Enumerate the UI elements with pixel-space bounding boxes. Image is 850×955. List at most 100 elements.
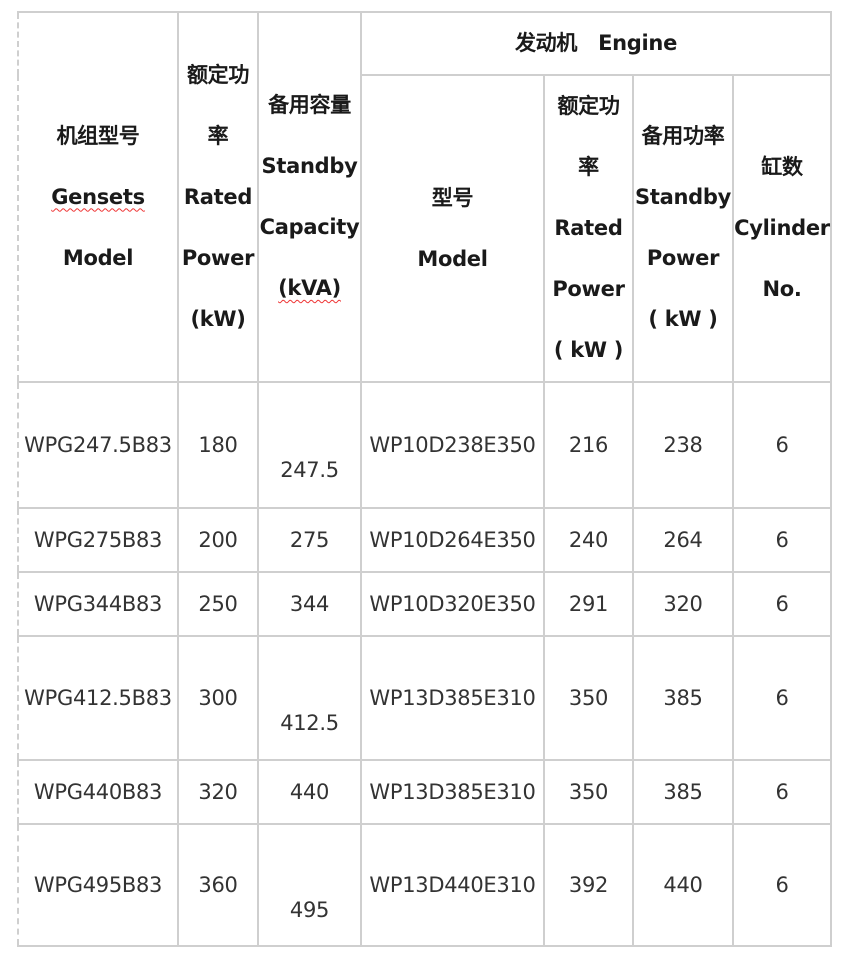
header-text: 型号 — [431, 185, 474, 210]
cell-text: WP13D385E310 — [369, 780, 536, 804]
header-text: Power — [552, 277, 625, 301]
cell-text: 6 — [775, 433, 789, 457]
table-row: WPG495B83 360 495 WP13D440E310 392 440 6 — [17, 823, 832, 947]
cell-text: 300 — [198, 686, 238, 710]
cell-eng-standby: 264 — [632, 507, 734, 573]
cell-engine: WP10D238E350 — [360, 381, 545, 509]
cell-cyl: 6 — [732, 823, 832, 947]
cell-text: 344 — [289, 592, 330, 616]
cell-standby-kva: 275 — [257, 507, 362, 573]
cell-standby-kva: 495 — [257, 823, 362, 947]
header-text: 额定功 — [557, 94, 620, 118]
cell-text: WPG495B83 — [33, 873, 163, 897]
header-cylinders: 缸数 Cylinder No. — [732, 74, 832, 383]
cell-cyl: 6 — [732, 759, 832, 825]
header-engine-rated-power: 额定功 率 Rated Power ( kW ) — [543, 74, 634, 383]
cell-text: 6 — [775, 686, 789, 710]
cell-text: 180 — [198, 433, 238, 457]
cell-text: 216 — [568, 433, 609, 457]
cell-text: 6 — [775, 592, 789, 616]
header-text: Power — [646, 246, 720, 270]
header-text: Cylinder — [734, 216, 830, 240]
cell-text: 440 — [663, 873, 703, 897]
cell-standby-kva: 247.5 — [257, 381, 362, 509]
cell-eng-standby: 385 — [632, 759, 734, 825]
cell-text: WPG412.5B83 — [24, 686, 172, 710]
cell-rated: 320 — [177, 759, 259, 825]
table-row: WPG412.5B83 300 412.5 WP13D385E310 350 385 6 — [17, 635, 832, 761]
header-engine-group: 发动机 Engine — [360, 11, 832, 76]
genset-spec-table: 机组型号 Gensets Model 额定功 率 Rated Power (kW… — [17, 11, 832, 947]
header-text: Rated — [554, 216, 623, 240]
cell-genset: WPG344B83 — [17, 571, 179, 637]
cell-text: 495 — [289, 898, 330, 922]
cell-text: WP13D440E310 — [369, 873, 536, 897]
header-text: ( kW ) — [648, 307, 718, 331]
header-text: 缸数 — [761, 155, 803, 179]
cell-engine: WP13D385E310 — [360, 635, 545, 761]
header-text: Standby — [261, 154, 358, 178]
header-engine-standby-power: 备用功率 Standby Power ( kW ) — [632, 74, 734, 383]
header-text: Gensets — [51, 184, 145, 209]
header-genset-model: 机组型号 Gensets Model — [17, 11, 179, 383]
cell-text: WPG440B83 — [33, 780, 163, 804]
cell-text: 291 — [568, 592, 609, 616]
header-text: (kVA) — [278, 276, 341, 300]
header-text: 备用功率 — [641, 124, 725, 148]
header-standby-capacity: 备用容量 Standby Capacity (kVA) — [257, 11, 362, 383]
cell-eng-rated: 350 — [543, 635, 634, 761]
cell-text: 350 — [568, 780, 609, 804]
header-text: (kW) — [190, 306, 246, 331]
cell-genset: WPG247.5B83 — [17, 381, 179, 509]
header-text: 备用容量 — [268, 93, 351, 117]
cell-text: 6 — [775, 780, 789, 804]
cell-text: WPG275B83 — [33, 528, 163, 552]
header-text: Model — [62, 245, 134, 270]
cell-text: 360 — [198, 873, 238, 897]
cell-rated: 300 — [177, 635, 259, 761]
header-engine-model: 型号 Model — [360, 74, 545, 383]
cell-text: 350 — [568, 686, 609, 710]
cell-eng-rated: 240 — [543, 507, 634, 573]
cell-text: 247.5 — [280, 458, 339, 482]
cell-eng-rated: 392 — [543, 823, 634, 947]
cell-engine: WP13D440E310 — [360, 823, 545, 947]
cell-text: 6 — [775, 528, 789, 552]
cell-text: 240 — [568, 528, 609, 552]
header-text: Capacity — [259, 215, 360, 239]
cell-text: 392 — [568, 873, 609, 897]
cell-text: 6 — [775, 873, 789, 897]
header-text: Model — [417, 246, 488, 271]
header-rated-power: 额定功 率 Rated Power (kW) — [177, 11, 259, 383]
cell-engine: WP10D320E350 — [360, 571, 545, 637]
cell-text: WP10D238E350 — [369, 433, 536, 457]
header-text: 率 — [207, 123, 229, 148]
header-text: ( kW ) — [553, 338, 624, 362]
header-text: 额定功 — [186, 62, 250, 87]
cell-genset: WPG275B83 — [17, 507, 179, 573]
header-text: Power — [181, 245, 255, 270]
header-text: Rated — [183, 184, 253, 209]
cell-rated: 250 — [177, 571, 259, 637]
cell-text: 385 — [663, 780, 703, 804]
cell-text: 320 — [663, 592, 703, 616]
cell-text: WP10D320E350 — [369, 592, 536, 616]
cell-eng-standby: 238 — [632, 381, 734, 509]
cell-cyl: 6 — [732, 507, 832, 573]
cell-eng-rated: 291 — [543, 571, 634, 637]
header-text: Standby — [635, 185, 731, 209]
cell-cyl: 6 — [732, 635, 832, 761]
table-row: WPG440B83 320 440 WP13D385E310 350 385 6 — [17, 759, 832, 825]
cell-eng-standby: 320 — [632, 571, 734, 637]
cell-text: 385 — [663, 686, 703, 710]
cell-engine: WP10D264E350 — [360, 507, 545, 573]
header-text: 率 — [578, 155, 599, 179]
cell-standby-kva: 344 — [257, 571, 362, 637]
cell-rated: 180 — [177, 381, 259, 509]
cell-eng-rated: 350 — [543, 759, 634, 825]
cell-rated: 360 — [177, 823, 259, 947]
cell-standby-kva: 412.5 — [257, 635, 362, 761]
cell-text: WP13D385E310 — [369, 686, 536, 710]
cell-text: 238 — [663, 433, 703, 457]
cell-text: 412.5 — [280, 711, 339, 735]
